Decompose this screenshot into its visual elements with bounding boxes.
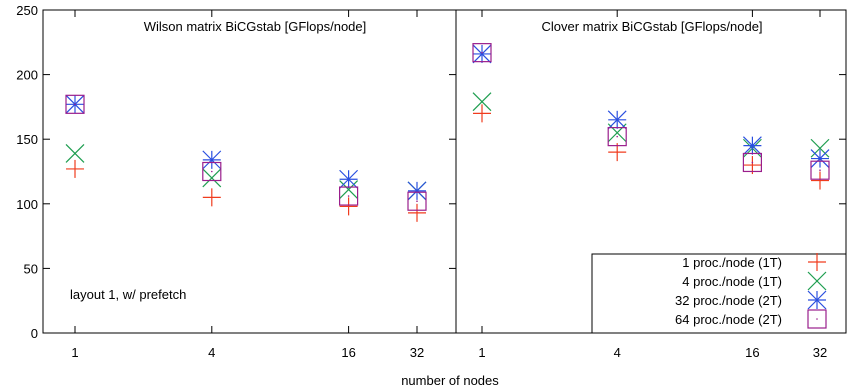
x-tick-label: 4 [208,345,215,360]
data-point [811,171,829,190]
data-point [66,159,84,178]
data-point [407,191,427,211]
x-tick-label: 16 [341,345,355,360]
data-point [202,188,221,207]
data-point [202,168,222,188]
x-tick-label: 1 [71,345,78,360]
legend-label: 32 proc./node (2T) [675,293,782,308]
legend-marker [807,290,827,310]
legend-label: 1 proc./node (1T) [682,255,782,270]
x-axis: 1 4 16 32 1 4 16 32 [71,10,827,360]
legend-marker [808,253,826,271]
x-tick-label: 32 [410,345,424,360]
data-point [810,149,830,169]
data-point [339,197,358,216]
legend-box [591,253,847,334]
data-point [607,123,627,143]
x-tick-label: 4 [614,345,621,360]
y-tick-label: 100 [16,197,38,212]
y-tick-label: 150 [16,132,38,147]
data-point [607,110,627,130]
panel-2-title: Clover matrix BiCGstab [GFlops/node] [541,19,762,34]
data-point [339,169,359,189]
data-point [339,186,359,206]
legend-marker [807,309,827,329]
data-point [473,104,491,123]
data-point [65,94,85,114]
annotation: layout 1, w/ prefetch [70,287,186,302]
x-tick-label: 32 [813,345,827,360]
data-marks [65,43,830,222]
x-tick-label: 1 [478,345,485,360]
data-point [472,44,492,64]
legend-label: 4 proc./node (1T) [682,274,782,289]
data-point [810,138,830,158]
data-point [742,136,762,156]
data-point [339,180,359,200]
panel-1-title: Wilson matrix BiCGstab [GFlops/node] [144,19,367,34]
data-point [202,161,222,182]
x-axis-label: number of nodes [401,373,499,388]
data-point [742,152,763,173]
data-point [810,160,830,180]
y-tick-label: 0 [31,326,38,341]
y-tick-label: 250 [16,3,38,18]
data-point [202,150,222,170]
panel-1-frame [42,9,457,334]
data-point [472,43,492,63]
y-tick-label: 50 [24,261,38,276]
legend-marker [807,271,827,291]
y-axis: 0 50 100 150 200 250 [16,3,846,341]
legend-label: 64 proc./node (2T) [675,312,782,327]
legend: 1 proc./node (1T) 4 proc./node (1T) 32 p… [591,253,847,334]
data-point [407,181,427,201]
data-point [65,143,85,163]
x-tick-label: 16 [745,345,759,360]
data-point [607,127,627,147]
data-point [472,92,492,112]
data-point [408,203,426,222]
y-tick-label: 200 [16,68,38,83]
